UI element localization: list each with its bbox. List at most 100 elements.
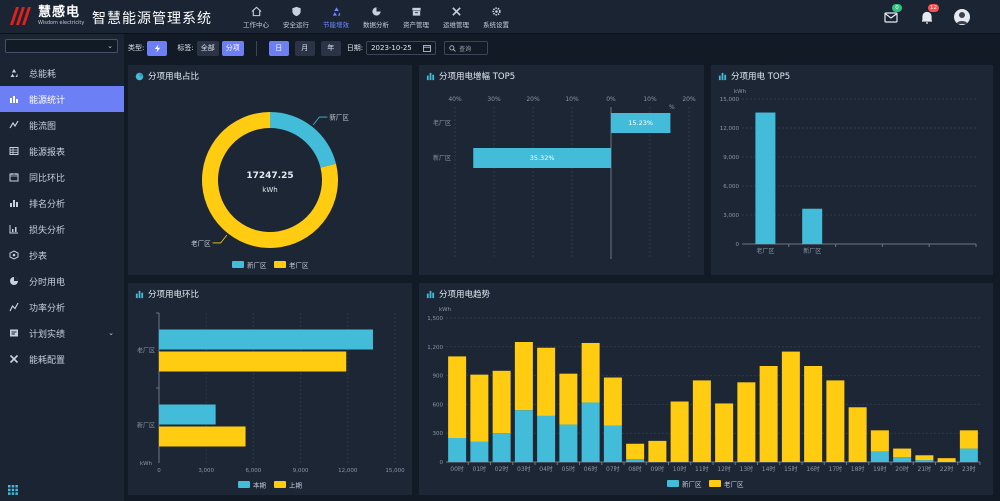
sidebar-item-plan-actual[interactable]: 计划实绩 ⌄ bbox=[0, 320, 124, 346]
trend-bar-segment bbox=[959, 448, 978, 462]
logo-text: 慧感电 bbox=[38, 4, 81, 20]
category-label: 老厂区 bbox=[137, 347, 155, 355]
category-label: 23时 bbox=[962, 465, 976, 473]
date-picker[interactable]: 2023-10-25 bbox=[366, 41, 437, 55]
panel-title: 分项用电占比 bbox=[135, 70, 199, 82]
tick-label: 1,500 bbox=[427, 316, 443, 322]
sidebar-item-label: 计划实绩 bbox=[29, 329, 66, 340]
avatar[interactable] bbox=[954, 9, 970, 25]
sidebar-item-total-energy[interactable]: 总能耗 bbox=[0, 60, 124, 86]
recycle-icon bbox=[332, 6, 340, 16]
legend-swatch bbox=[232, 261, 244, 268]
trend-bar-segment bbox=[470, 441, 489, 462]
tag-all-button[interactable]: 全部 bbox=[196, 40, 219, 56]
panel-title-text: 分项用电趋势 bbox=[439, 290, 491, 300]
config-icon bbox=[9, 354, 19, 364]
alerts-badge: 12 bbox=[928, 4, 939, 12]
date-value: 2023-10-25 bbox=[371, 44, 412, 52]
trend-bar-segment bbox=[781, 351, 800, 462]
period-day-button[interactable]: 日 bbox=[268, 40, 289, 56]
nav-label: 资产管理 bbox=[403, 20, 429, 29]
tick-label: 30% bbox=[487, 96, 501, 103]
sidebar-item-label: 能耗配置 bbox=[29, 355, 66, 366]
mom-bar bbox=[159, 404, 216, 425]
tag-itemized-button[interactable]: 分项 bbox=[221, 40, 244, 56]
trend-bar-segment bbox=[559, 424, 578, 462]
nav-item-settings[interactable]: 系统设置 bbox=[476, 0, 516, 34]
period-month-button[interactable]: 月 bbox=[294, 40, 315, 56]
trend-bar-segment bbox=[870, 430, 889, 452]
sidebar-item-time-of-use[interactable]: 分时用电 bbox=[0, 268, 124, 294]
app-title: 智慧能源管理系统 bbox=[92, 11, 212, 27]
trend-bar-segment bbox=[737, 382, 756, 462]
category-label: 21时 bbox=[918, 465, 932, 473]
category-label: 05时 bbox=[562, 465, 576, 473]
top5-bar bbox=[802, 208, 823, 244]
power-icon bbox=[9, 302, 19, 312]
panel-title: 分项用电 TOP5 bbox=[718, 70, 790, 82]
trend-bar-segment bbox=[581, 342, 600, 403]
chevron-down-icon: ⌄ bbox=[107, 42, 113, 50]
grid-menu-icon[interactable] bbox=[8, 485, 18, 495]
table-icon bbox=[9, 147, 19, 155]
nav-item-energy-saving[interactable]: 节能增效 bbox=[316, 0, 356, 34]
sidebar-item-power-analysis[interactable]: 功率分析 bbox=[0, 294, 124, 320]
search-icon bbox=[449, 44, 456, 52]
top-bar: 慧感电 Wisdom electricity 智慧能源管理系统 工作中心 安全运… bbox=[0, 0, 1000, 34]
nav-item-maintenance[interactable]: 运维管理 bbox=[436, 0, 476, 34]
sidebar-item-energy-flow[interactable]: 能流图 bbox=[0, 112, 124, 138]
tick-label: 15,000 bbox=[385, 468, 405, 474]
search-button[interactable]: 查询 bbox=[444, 41, 489, 55]
sidebar-item-energy-config[interactable]: 能耗配置 bbox=[0, 346, 124, 372]
panel-usage-top5: 分项用电 TOP5 kWh 0 3,000 6,000 9,000 12,000 15,00… bbox=[711, 65, 993, 275]
category-label: 老厂区 bbox=[433, 119, 451, 127]
date-label: 日期: bbox=[346, 44, 364, 52]
mail-icon bbox=[884, 12, 898, 23]
sidebar-item-label: 排名分析 bbox=[29, 199, 66, 210]
sidebar-item-ranking[interactable]: 排名分析 bbox=[0, 190, 124, 216]
top5-bar-chart: kWh 0 3,000 6,000 9,000 12,000 15,000 老厂区 新厂区 bbox=[720, 89, 977, 255]
trend-bar-segment bbox=[804, 366, 823, 462]
trend-bar-segment bbox=[893, 457, 912, 462]
legend-label: 新厂区 bbox=[247, 261, 267, 270]
bar-data-label: 15.23% bbox=[628, 119, 653, 127]
sidebar-item-energy-report[interactable]: 能源报表 bbox=[0, 138, 124, 164]
panel-usage-mom: 分项用电环比 0 3,000 6,000 9,000 12,000 15,000 kWh 老厂… bbox=[128, 283, 412, 495]
trend-bar-segment bbox=[537, 415, 556, 462]
sidebar-item-energy-stats[interactable]: 能源统计 bbox=[0, 86, 124, 112]
type-label: 类型: bbox=[128, 44, 145, 52]
type-electricity-button[interactable] bbox=[147, 40, 168, 56]
sidebar-item-loss-analysis[interactable]: 损失分析 bbox=[0, 216, 124, 242]
tick-label: 300 bbox=[433, 431, 444, 437]
slice-label: 新厂区 bbox=[329, 113, 349, 122]
alerts-button[interactable]: 12 bbox=[918, 4, 939, 26]
legend-swatch bbox=[238, 481, 250, 488]
nav-label: 系统设置 bbox=[483, 20, 509, 29]
divider bbox=[255, 40, 257, 56]
messages-button[interactable]: 0 bbox=[882, 4, 902, 26]
tick-label: 600 bbox=[433, 402, 444, 408]
messages-badge: 0 bbox=[892, 4, 902, 12]
sidebar-select[interactable]: ⌄ bbox=[5, 39, 118, 53]
nav-item-workspace[interactable]: 工作中心 bbox=[236, 0, 276, 34]
sidebar-item-yoy-mom[interactable]: 同比环比 bbox=[0, 164, 124, 190]
donut-center-unit: kWh bbox=[262, 186, 277, 194]
nav-item-assets[interactable]: 资产管理 bbox=[396, 0, 436, 34]
nav-label: 数据分析 bbox=[363, 20, 389, 29]
nav-item-data-analysis[interactable]: 数据分析 bbox=[356, 0, 396, 34]
sidebar-item-meter-reading[interactable]: 抄表 bbox=[0, 242, 124, 268]
slice-label-line bbox=[312, 116, 328, 126]
pie-icon bbox=[371, 6, 381, 16]
tick-label: 12,000 bbox=[338, 468, 358, 474]
legend-swatch bbox=[667, 480, 679, 487]
bar-chart-icon bbox=[426, 72, 435, 80]
trend-bar-segment bbox=[915, 460, 934, 462]
energy-stats-icon bbox=[10, 96, 18, 103]
trend-bar-segment bbox=[648, 440, 667, 462]
tick-label: 9,000 bbox=[723, 155, 739, 161]
tick-label: 20% bbox=[526, 96, 540, 103]
period-year-button[interactable]: 年 bbox=[320, 40, 341, 56]
tick-label: 10% bbox=[565, 96, 579, 103]
nav-item-safety[interactable]: 安全运行 bbox=[276, 0, 316, 34]
